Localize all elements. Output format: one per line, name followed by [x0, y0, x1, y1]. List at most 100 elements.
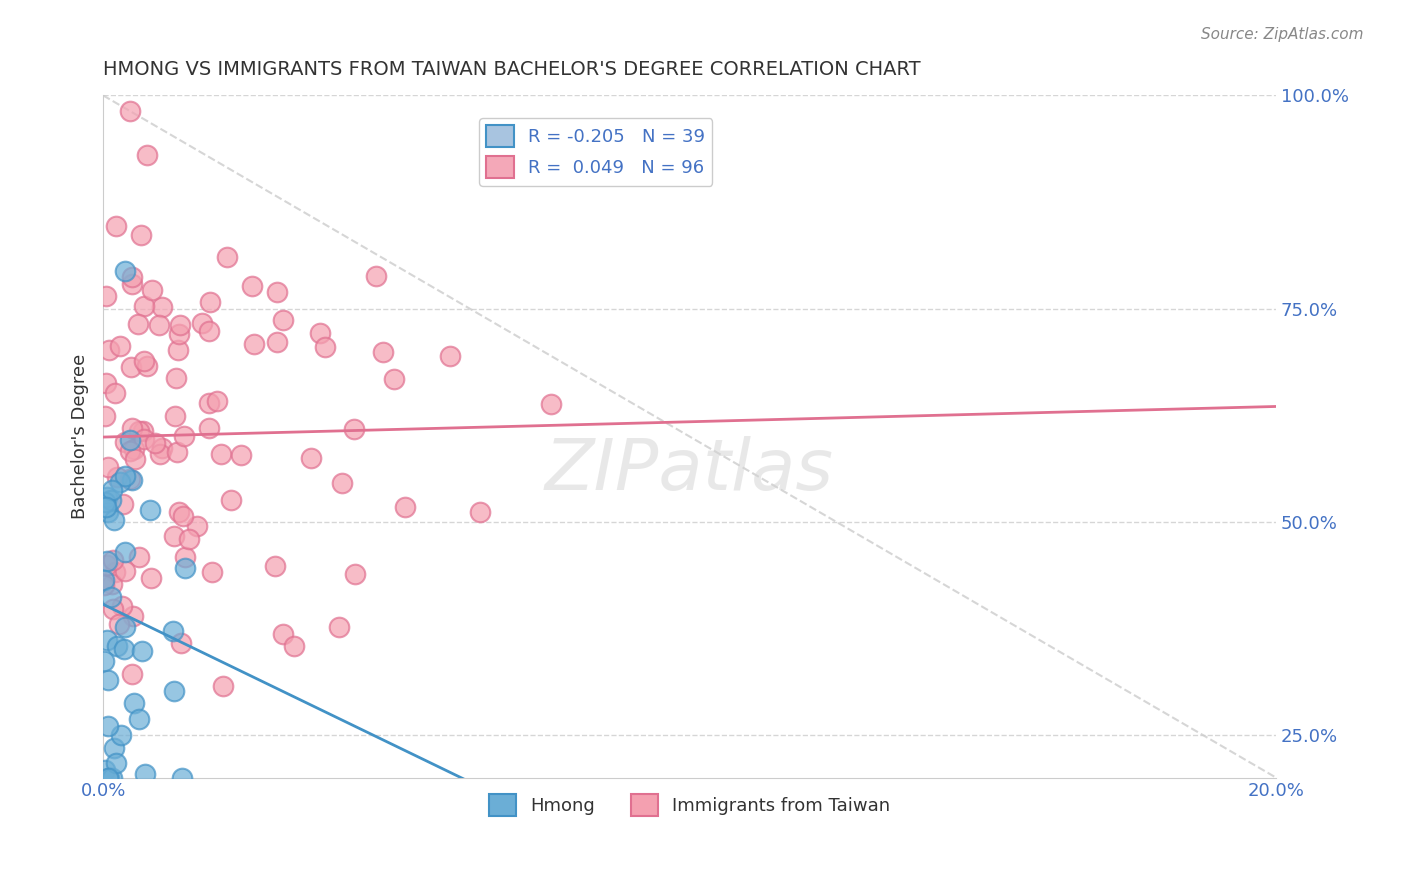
Point	[96, 490, 118, 504]
Point	[96, 376, 118, 390]
Point	[174, 550, 197, 565]
Point	[217, 250, 239, 264]
Point	[96, 459, 118, 474]
Point	[96, 719, 118, 733]
Point	[103, 513, 125, 527]
Point	[132, 425, 155, 439]
Point	[174, 560, 197, 574]
Point	[229, 448, 252, 462]
Point	[308, 326, 330, 340]
Point	[96, 558, 118, 573]
Point	[105, 470, 128, 484]
Point	[198, 294, 221, 309]
Point	[103, 740, 125, 755]
Point	[366, 268, 388, 283]
Point	[243, 337, 266, 351]
Point	[122, 442, 145, 456]
Point	[201, 565, 224, 579]
Point	[163, 529, 186, 543]
Point	[373, 344, 395, 359]
Point	[100, 492, 122, 507]
Point	[330, 475, 353, 490]
Point	[167, 505, 190, 519]
Point	[167, 326, 190, 341]
Point	[114, 435, 136, 450]
Point	[114, 545, 136, 559]
Point	[118, 471, 141, 485]
Point	[101, 602, 124, 616]
Point	[100, 590, 122, 604]
Point	[143, 436, 166, 450]
Point	[468, 505, 491, 519]
Point	[93, 573, 115, 587]
Point	[219, 493, 242, 508]
Point	[97, 673, 120, 687]
Point	[96, 632, 118, 647]
Point	[104, 385, 127, 400]
Point	[172, 771, 194, 785]
Point	[197, 324, 219, 338]
Point	[107, 640, 129, 654]
Point	[114, 620, 136, 634]
Point	[271, 313, 294, 327]
Point	[165, 371, 187, 385]
Point	[167, 343, 190, 358]
Point	[136, 147, 159, 161]
Point	[162, 624, 184, 639]
Point	[94, 289, 117, 303]
Point	[105, 756, 128, 771]
Point	[128, 424, 150, 438]
Point	[114, 564, 136, 578]
Point	[124, 451, 146, 466]
Point	[177, 532, 200, 546]
Point	[104, 219, 127, 233]
Point	[122, 696, 145, 710]
Point	[93, 653, 115, 667]
Point	[94, 409, 117, 424]
Point	[128, 712, 150, 726]
Point	[266, 285, 288, 300]
Point	[121, 277, 143, 291]
Point	[314, 340, 336, 354]
Point	[283, 639, 305, 653]
Point	[299, 450, 322, 465]
Point	[172, 508, 194, 523]
Point	[112, 641, 135, 656]
Point	[150, 441, 173, 455]
Point	[150, 300, 173, 314]
Point	[132, 299, 155, 313]
Point	[97, 771, 120, 785]
Point	[169, 318, 191, 332]
Text: HMONG VS IMMIGRANTS FROM TAIWAN BACHELOR'S DEGREE CORRELATION CHART: HMONG VS IMMIGRANTS FROM TAIWAN BACHELOR…	[103, 60, 921, 78]
Point	[100, 576, 122, 591]
Point	[100, 771, 122, 785]
Point	[93, 578, 115, 592]
Point	[139, 502, 162, 516]
Point	[198, 396, 221, 410]
Text: ZIPatlas: ZIPatlas	[546, 436, 834, 505]
Point	[211, 679, 233, 693]
Point	[186, 519, 208, 533]
Point	[93, 494, 115, 508]
Point	[122, 609, 145, 624]
Y-axis label: Bachelor's Degree: Bachelor's Degree	[72, 354, 89, 519]
Point	[108, 475, 131, 489]
Point	[120, 359, 142, 374]
Point	[134, 766, 156, 780]
Point	[100, 483, 122, 498]
Point	[240, 279, 263, 293]
Point	[170, 636, 193, 650]
Point	[111, 599, 134, 613]
Point	[121, 270, 143, 285]
Point	[139, 572, 162, 586]
Legend: Hmong, Immigrants from Taiwan: Hmong, Immigrants from Taiwan	[481, 787, 898, 823]
Point	[198, 421, 221, 435]
Point	[132, 432, 155, 446]
Point	[114, 264, 136, 278]
Point	[129, 227, 152, 242]
Point	[97, 771, 120, 785]
Point	[97, 343, 120, 358]
Point	[271, 627, 294, 641]
Point	[121, 421, 143, 435]
Point	[540, 397, 562, 411]
